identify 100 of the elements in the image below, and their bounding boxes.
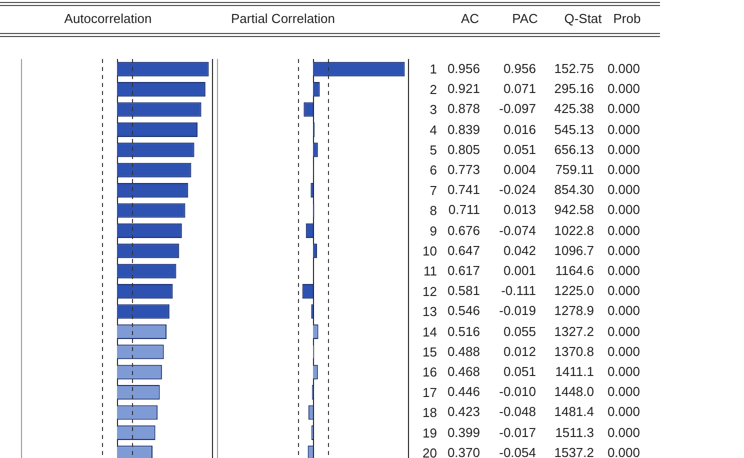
text: PAC: [512, 11, 538, 26]
text: 942.58: [554, 202, 594, 218]
data-label: 0.581: [447, 283, 480, 298]
text: 0.000: [607, 242, 640, 258]
data-label: 0.956: [447, 61, 480, 76]
text: 1164.6: [555, 263, 594, 278]
chart-title: Partial Correlation: [230, 11, 336, 26]
data-label: 0.546: [447, 303, 480, 318]
data-label: -0.019: [499, 303, 536, 318]
y-tick-label: 20: [422, 445, 437, 458]
text: 0.000: [607, 142, 640, 157]
data-label: 0.012: [503, 344, 536, 359]
data-label: 0.423: [447, 404, 480, 420]
y-tick-label: 2: [430, 82, 437, 97]
data-label: 0.468: [447, 364, 480, 379]
text: 0.000: [607, 122, 640, 137]
y-tick-label: 5: [430, 142, 437, 158]
y-tick-label: 12: [422, 284, 437, 299]
y-tick-label: 6: [430, 162, 437, 178]
text: 0.000: [607, 162, 640, 177]
data-label: 0.741: [447, 182, 480, 198]
data-label: 0.004: [503, 162, 536, 177]
text: 0.000: [607, 444, 640, 458]
data-label: 0.805: [447, 142, 480, 157]
text: 295.16: [554, 81, 594, 96]
text: 1411.1: [555, 364, 594, 379]
text: 1537.2: [554, 444, 594, 458]
data-label: 0.488: [447, 344, 480, 359]
data-label: 0.370: [447, 444, 480, 458]
data-label: 0.042: [503, 242, 536, 258]
data-label: 0.055: [503, 324, 536, 339]
text: 1225.0: [554, 283, 594, 298]
y-tick-label: 14: [422, 324, 437, 340]
data-label: 0.051: [503, 142, 536, 157]
text: 1481.4: [554, 404, 594, 420]
data-label: -0.097: [499, 101, 536, 116]
text: 545.13: [554, 122, 594, 137]
text: 1096.7: [554, 242, 594, 258]
text: 0.000: [607, 424, 640, 440]
data-label: -0.111: [501, 283, 536, 298]
y-tick-label: 4: [430, 122, 437, 138]
text: 0.000: [607, 283, 640, 298]
y-tick-label: 3: [430, 102, 437, 118]
y-tick-label: 19: [422, 425, 437, 440]
data-label: 0.016: [503, 122, 536, 137]
text: 0.000: [607, 404, 640, 420]
text: 1022.8: [554, 222, 594, 238]
data-label: 0.071: [503, 81, 536, 96]
text: 0.000: [607, 202, 640, 218]
data-label: 0.773: [447, 162, 480, 177]
y-tick-label: 9: [430, 223, 437, 238]
y-tick-label: 18: [422, 405, 437, 420]
data-label: 0.051: [503, 364, 536, 379]
text: AC: [460, 11, 480, 26]
text: 1511.3: [555, 424, 594, 440]
chart-title: Autocorrelation: [64, 11, 152, 26]
y-tick-label: 8: [430, 203, 437, 218]
data-label: 0.516: [447, 324, 480, 339]
text: Q-Stat: [564, 11, 602, 26]
text: 0.000: [607, 61, 640, 76]
y-tick-label: 15: [422, 344, 437, 360]
text: 0.000: [607, 263, 640, 278]
y-tick-label: 13: [422, 304, 437, 320]
data-label: 0.956: [503, 61, 536, 76]
text: Prob: [613, 11, 641, 26]
text: 0.000: [607, 222, 640, 238]
data-label: -0.074: [499, 222, 536, 238]
data-label: 0.647: [447, 242, 480, 258]
y-tick-label: 1: [430, 62, 437, 77]
data-label: -0.054: [499, 444, 536, 458]
text: 152.75: [554, 61, 594, 76]
data-label: -0.010: [499, 384, 536, 400]
text: 0.000: [607, 303, 640, 318]
y-tick-label: 7: [430, 182, 437, 198]
y-tick-label: 16: [422, 364, 437, 380]
text: 0.000: [607, 344, 640, 359]
data-label: 0.711: [448, 202, 480, 218]
data-label: 0.878: [447, 101, 480, 116]
data-label: 0.921: [447, 81, 480, 96]
text: 1278.9: [554, 303, 594, 318]
text: 0.000: [607, 182, 640, 198]
text: 1327.2: [554, 324, 594, 339]
text: 854.30: [554, 182, 594, 198]
text: 0.000: [607, 324, 640, 339]
data-label: 0.839: [447, 122, 480, 137]
data-label: 0.676: [447, 222, 480, 238]
text: 0.000: [607, 364, 640, 379]
text: 1370.8: [554, 344, 594, 359]
data-label: 0.399: [447, 424, 480, 440]
data-label: -0.017: [499, 424, 536, 440]
text: 759.11: [555, 162, 594, 177]
y-tick-label: 11: [424, 264, 437, 279]
data-label: 0.001: [503, 263, 536, 278]
text: 656.13: [554, 142, 594, 157]
text: 1448.0: [554, 384, 594, 400]
text: 0.000: [607, 101, 640, 116]
y-tick-label: 17: [422, 384, 437, 400]
data-label: -0.024: [499, 182, 536, 198]
data-label: 0.617: [447, 263, 480, 278]
text: 0.000: [607, 81, 640, 96]
